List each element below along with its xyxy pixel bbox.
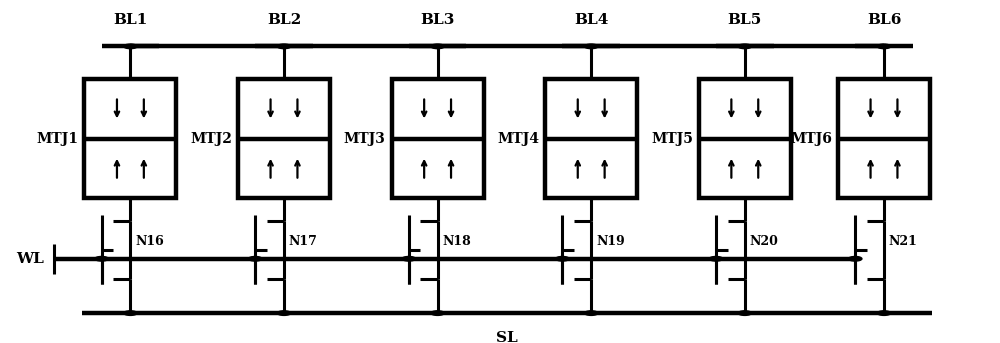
Circle shape (95, 257, 108, 261)
Text: MTJ5: MTJ5 (651, 132, 693, 145)
Text: N20: N20 (750, 235, 778, 248)
Circle shape (709, 257, 723, 261)
FancyBboxPatch shape (238, 79, 330, 198)
Text: BL2: BL2 (267, 13, 301, 27)
Circle shape (248, 257, 262, 261)
FancyBboxPatch shape (545, 79, 637, 198)
Text: N19: N19 (596, 235, 625, 248)
Text: BL3: BL3 (420, 13, 455, 27)
Text: MTJ2: MTJ2 (190, 132, 232, 145)
Text: SL: SL (496, 331, 518, 343)
Circle shape (431, 311, 444, 316)
Text: MTJ1: MTJ1 (37, 132, 79, 145)
FancyBboxPatch shape (838, 79, 930, 198)
Text: MTJ4: MTJ4 (497, 132, 539, 145)
Circle shape (877, 44, 891, 49)
FancyBboxPatch shape (84, 79, 176, 198)
Text: BL4: BL4 (574, 13, 608, 27)
Circle shape (584, 44, 598, 49)
FancyBboxPatch shape (392, 79, 484, 198)
Circle shape (124, 44, 137, 49)
FancyBboxPatch shape (699, 79, 791, 198)
Circle shape (556, 257, 569, 261)
Circle shape (431, 44, 444, 49)
Text: N18: N18 (442, 235, 471, 248)
Circle shape (738, 311, 752, 316)
Circle shape (402, 257, 416, 261)
Text: BL1: BL1 (113, 13, 148, 27)
Text: WL: WL (16, 252, 44, 266)
Circle shape (738, 44, 752, 49)
Circle shape (277, 44, 291, 49)
Circle shape (848, 257, 862, 261)
Text: BL5: BL5 (728, 13, 762, 27)
Circle shape (584, 311, 598, 316)
Text: MTJ6: MTJ6 (790, 132, 832, 145)
Text: N17: N17 (289, 235, 318, 248)
Circle shape (877, 311, 891, 316)
Text: MTJ3: MTJ3 (344, 132, 386, 145)
Text: N16: N16 (135, 235, 164, 248)
Text: N21: N21 (889, 235, 918, 248)
Circle shape (124, 311, 137, 316)
Text: BL6: BL6 (867, 13, 901, 27)
Circle shape (277, 311, 291, 316)
